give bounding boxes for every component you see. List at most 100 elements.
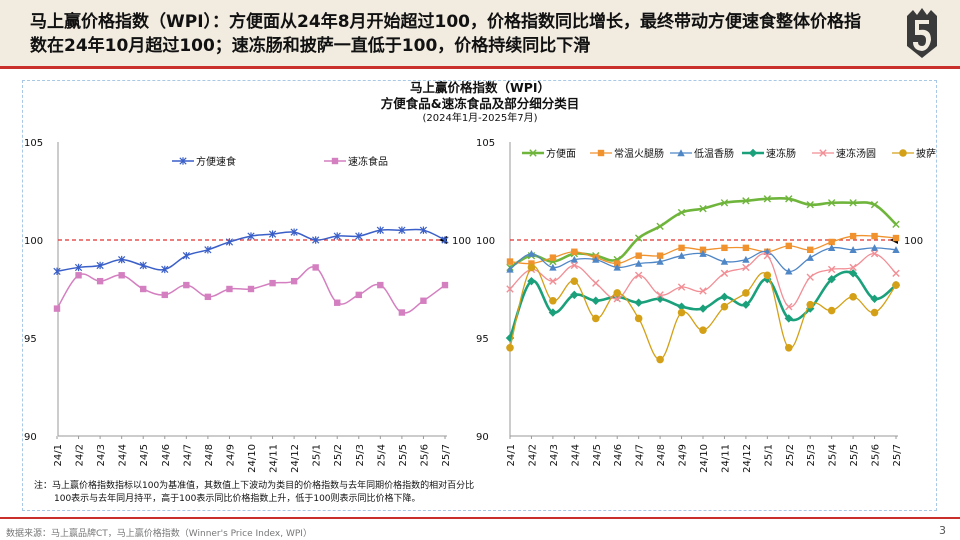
x-tick-label: 24/12 xyxy=(290,444,301,473)
series-速冻肠 xyxy=(505,269,901,343)
circle-marker xyxy=(656,355,664,364)
chart-title: 马上赢价格指数（WPI） xyxy=(409,80,551,95)
x-marker xyxy=(742,197,750,205)
x-marker xyxy=(892,220,900,229)
square-marker xyxy=(204,293,212,301)
legend-item: 方便速食 xyxy=(172,155,236,168)
legend-label: 低温香肠 xyxy=(694,147,734,160)
x-tick-label: 24/6 xyxy=(161,444,172,466)
chart-subtitle: 方便食品&速冻食品及部分细分类目 xyxy=(380,96,580,111)
star-marker xyxy=(312,236,320,244)
square-marker xyxy=(849,232,857,240)
square-marker xyxy=(331,157,339,165)
y-tick-label: 95 xyxy=(476,334,489,345)
x-tick-label: 25/1 xyxy=(763,444,774,466)
square-marker xyxy=(699,246,707,253)
diamond-marker xyxy=(698,304,708,313)
diamond-marker xyxy=(784,314,793,323)
circle-marker xyxy=(892,281,900,289)
star-marker xyxy=(398,226,406,234)
circle-marker xyxy=(870,308,879,317)
note-line-2: 100表示与去年同月持平，高于100表示同比价格指数上升，低于100则表示同比价… xyxy=(54,494,421,504)
x-tick-label: 24/11 xyxy=(720,444,731,473)
square-marker xyxy=(96,277,104,285)
circle-marker xyxy=(613,289,622,297)
series-方便面 xyxy=(506,195,900,272)
legend-label: 速冻汤圆 xyxy=(836,147,876,160)
circle-marker xyxy=(549,296,557,305)
y-tick-label: 105 xyxy=(24,138,43,149)
star-marker xyxy=(161,265,169,274)
x-tick-label: 25/3 xyxy=(806,444,817,466)
x-marker xyxy=(763,251,772,260)
circle-marker xyxy=(570,277,579,285)
legend-label: 方便速食 xyxy=(196,155,236,168)
square-marker xyxy=(828,238,835,246)
circle-marker xyxy=(527,263,536,272)
triangle-marker xyxy=(827,244,836,252)
series-line xyxy=(509,265,897,361)
data-source: 数据来源：马上赢品牌CT，马上赢价格指数（Winner's Price Inde… xyxy=(6,529,312,539)
square-marker xyxy=(53,305,61,312)
triangle-marker xyxy=(570,255,579,263)
triangle-marker xyxy=(870,244,879,252)
diamond-marker xyxy=(741,300,751,309)
x-marker xyxy=(785,302,793,311)
x-marker xyxy=(529,149,537,157)
star-marker xyxy=(247,232,255,240)
legend-label: 速冻食品 xyxy=(348,155,388,168)
x-tick-label: 24/9 xyxy=(678,444,689,466)
x-tick-label: 25/5 xyxy=(849,444,860,466)
legend-label: 方便面 xyxy=(546,147,576,160)
square-marker xyxy=(892,234,900,242)
square-marker xyxy=(528,260,535,267)
diamond-marker xyxy=(570,290,579,300)
x-tick-label: 25/1 xyxy=(312,444,323,466)
square-marker xyxy=(226,285,233,293)
diamond-marker xyxy=(527,276,536,286)
square-marker xyxy=(721,244,728,252)
note-line-1: 注：马上赢价格指数指标以100为基准值，其数值上下波动为类目的价格指数与去年同期… xyxy=(34,481,475,491)
star-marker xyxy=(268,230,277,238)
diamond-marker xyxy=(748,148,758,158)
x-tick-label: 24/4 xyxy=(118,444,129,466)
x-marker xyxy=(699,287,707,295)
legend-item: 速冻食品 xyxy=(324,155,388,168)
circle-marker xyxy=(699,326,707,334)
triangle-marker xyxy=(677,149,685,157)
triangle-marker xyxy=(892,246,900,253)
legend-item: 低温香肠 xyxy=(670,147,734,160)
triangle-marker xyxy=(849,246,857,253)
x-marker xyxy=(742,263,750,272)
triangle-marker xyxy=(549,263,557,271)
chart-frame xyxy=(22,80,937,511)
x-tick-label: 24/2 xyxy=(527,444,538,466)
diamond-marker xyxy=(634,298,643,307)
x-marker xyxy=(849,199,857,207)
star-marker xyxy=(204,246,212,254)
diamond-marker xyxy=(720,292,729,302)
square-marker xyxy=(269,279,276,287)
square-marker xyxy=(420,297,427,304)
circle-marker xyxy=(677,308,686,317)
x-tick-label: 24/8 xyxy=(204,444,215,466)
triangle-marker xyxy=(634,259,643,267)
square-marker xyxy=(635,252,642,259)
page-title: 马上赢价格指数（WPI）：方便面从24年8月开始超过100，价格指数同比增长，最… xyxy=(30,12,862,56)
square-marker xyxy=(571,248,578,255)
x-marker xyxy=(827,199,836,207)
star-marker xyxy=(355,232,363,240)
chart-1: 90 95 100 105 24/1 24/2 24/3 24/4 24/5 24/6 24/7 24… xyxy=(24,138,471,473)
circle-marker xyxy=(591,314,600,323)
x-marker xyxy=(870,201,879,209)
x-marker xyxy=(634,234,643,242)
series-低温香肠 xyxy=(506,244,900,275)
triangle-marker xyxy=(613,263,621,271)
square-marker xyxy=(441,281,449,289)
triangle-marker xyxy=(720,257,729,265)
x-marker xyxy=(849,263,857,272)
x-tick-label: 24/10 xyxy=(247,444,258,473)
x-tick-label: 24/10 xyxy=(699,444,710,473)
square-marker xyxy=(871,232,878,240)
brand-logo-icon xyxy=(907,8,937,58)
